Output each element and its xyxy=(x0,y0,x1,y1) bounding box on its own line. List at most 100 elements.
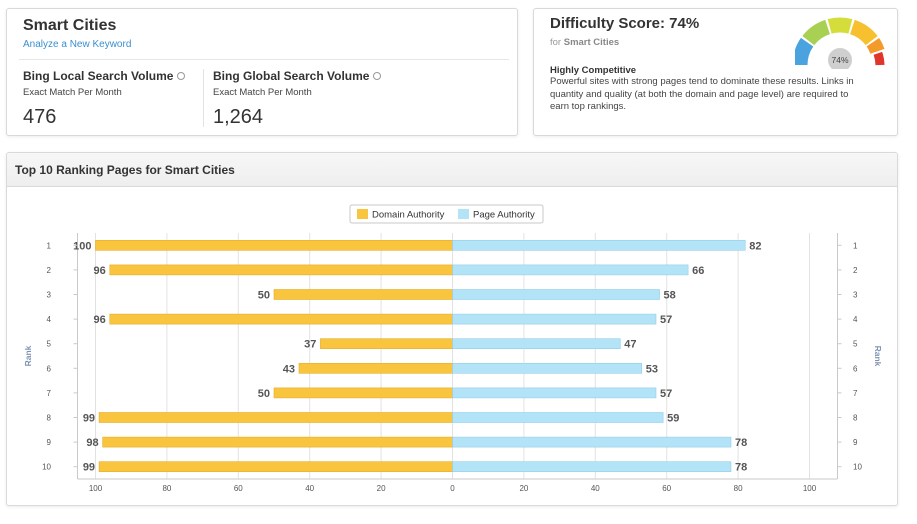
data-label-domain-authority: 98 xyxy=(86,437,98,449)
x-tick-label: 100 xyxy=(89,484,103,493)
data-label-domain-authority: 37 xyxy=(304,339,316,351)
data-label-page-authority: 82 xyxy=(749,240,761,252)
difficulty-panel: Difficulty Score: 74% for Smart Cities H… xyxy=(533,8,898,136)
data-label-domain-authority: 99 xyxy=(83,462,95,474)
bar-page-authority xyxy=(452,240,746,251)
difficulty-description: Powerful sites with strong pages tend to… xyxy=(550,76,854,112)
rank-tick-label-left: 9 xyxy=(47,438,52,447)
info-icon[interactable] xyxy=(177,72,186,80)
rank-tick-label-right: 10 xyxy=(853,463,862,472)
bar-page-authority xyxy=(452,412,664,423)
rank-tick-label-left: 2 xyxy=(47,266,52,275)
x-tick-label: 60 xyxy=(662,484,671,493)
gauge-segment xyxy=(827,17,853,34)
x-tick-label: 20 xyxy=(377,484,386,493)
x-tick-label: 40 xyxy=(305,484,314,493)
data-label-page-authority: 57 xyxy=(660,314,672,326)
info-icon[interactable] xyxy=(373,72,382,80)
data-label-domain-authority: 50 xyxy=(258,388,270,400)
rank-tick-label-left: 5 xyxy=(47,340,52,349)
bar-domain-authority xyxy=(98,412,453,423)
data-label-page-authority: 58 xyxy=(664,290,676,302)
chart-header: Top 10 Ranking Pages for Smart Cities xyxy=(7,153,897,187)
difficulty-title: Difficulty Score: 74% xyxy=(550,15,700,32)
legend-swatch-domain-authority xyxy=(357,209,368,219)
bar-page-authority xyxy=(452,363,643,374)
bar-page-authority xyxy=(452,264,689,276)
rank-tick-label-right: 2 xyxy=(853,266,858,275)
rank-tick-label-right: 9 xyxy=(853,438,858,447)
data-label-page-authority: 78 xyxy=(735,462,747,474)
y-axis-title-left: Rank xyxy=(23,345,33,366)
gauge-label: 74% xyxy=(831,55,848,65)
bar-domain-authority xyxy=(109,313,453,325)
local-volume-title: Bing Local Search Volume xyxy=(23,69,174,83)
rank-tick-label-left: 8 xyxy=(47,414,52,423)
data-label-domain-authority: 96 xyxy=(94,265,106,277)
data-label-domain-authority: 96 xyxy=(94,314,106,326)
legend-label-page-authority: Page Authority xyxy=(473,210,535,221)
bar-domain-authority xyxy=(95,240,453,251)
bar-page-authority xyxy=(452,387,657,399)
local-volume: Bing Local Search Volume Exact Match Per… xyxy=(23,69,186,129)
bar-domain-authority xyxy=(273,289,453,300)
data-label-page-authority: 53 xyxy=(646,363,658,375)
x-tick-label: 60 xyxy=(234,484,243,493)
gauge-segment xyxy=(802,19,831,46)
gauge-segment xyxy=(866,38,885,54)
difficulty-gauge: 74% xyxy=(795,17,885,69)
bar-domain-authority xyxy=(102,436,453,448)
ranking-chart-panel: Top 10 Ranking Pages for Smart Cities Do… xyxy=(6,152,898,506)
data-label-page-authority: 59 xyxy=(667,413,679,425)
divider xyxy=(19,59,509,60)
rank-tick-label-left: 7 xyxy=(47,389,52,398)
keyword-title: Smart Cities xyxy=(23,17,117,34)
global-volume-sub: Exact Match Per Month xyxy=(213,87,312,98)
data-label-page-authority: 57 xyxy=(660,388,672,400)
rank-tick-label-right: 7 xyxy=(853,389,858,398)
rank-tick-label-right: 4 xyxy=(853,315,858,324)
keyword-panel: Smart Cities Analyze a New Keyword Bing … xyxy=(6,8,518,136)
data-label-domain-authority: 100 xyxy=(73,240,91,252)
local-volume-sub: Exact Match Per Month xyxy=(23,87,122,98)
data-label-domain-authority: 99 xyxy=(83,413,95,425)
gauge-center xyxy=(826,46,854,69)
x-tick-label: 100 xyxy=(803,484,817,493)
rank-tick-label-right: 8 xyxy=(853,414,858,423)
global-volume-title: Bing Global Search Volume xyxy=(213,69,370,83)
data-label-page-authority: 78 xyxy=(735,437,747,449)
bar-page-authority xyxy=(452,461,732,473)
rank-tick-label-right: 5 xyxy=(853,340,858,349)
difficulty-keyword: Smart Cities xyxy=(563,37,620,48)
x-tick-label: 0 xyxy=(450,484,455,493)
analyze-new-keyword-link[interactable]: Analyze a New Keyword xyxy=(23,39,132,50)
rank-tick-label-right: 3 xyxy=(853,291,858,300)
bar-page-authority xyxy=(452,313,657,325)
bar-page-authority xyxy=(452,289,660,300)
data-label-domain-authority: 50 xyxy=(258,290,270,302)
bar-page-authority xyxy=(452,338,621,349)
legend-label-domain-authority: Domain Authority xyxy=(372,210,445,221)
gauge-segment xyxy=(849,19,878,46)
bar-domain-authority xyxy=(298,363,453,374)
legend-box xyxy=(349,204,544,224)
rank-tick-label-right: 1 xyxy=(853,241,858,250)
data-label-page-authority: 47 xyxy=(624,339,636,351)
difficulty-for: for Smart Cities xyxy=(550,37,620,48)
bar-domain-authority xyxy=(273,387,453,399)
divider xyxy=(203,69,204,127)
data-label-page-authority: 66 xyxy=(692,265,704,277)
bar-page-authority xyxy=(452,436,732,448)
rank-tick-label-left: 6 xyxy=(47,364,52,373)
global-volume-value: 1,264 xyxy=(213,106,264,128)
difficulty-level: Highly Competitive xyxy=(550,65,637,76)
rank-tick-label-left: 4 xyxy=(47,315,52,324)
gauge-segment xyxy=(795,37,814,66)
bar-domain-authority xyxy=(98,461,453,473)
local-volume-value: 476 xyxy=(23,106,57,128)
bar-domain-authority xyxy=(109,264,453,276)
gauge-segment xyxy=(873,51,885,66)
rank-tick-label-right: 6 xyxy=(853,364,858,373)
x-tick-label: 40 xyxy=(591,484,600,493)
data-label-domain-authority: 43 xyxy=(283,363,295,375)
